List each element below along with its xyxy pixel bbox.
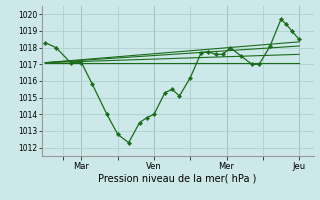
X-axis label: Pression niveau de la mer( hPa ): Pression niveau de la mer( hPa ) (99, 173, 257, 183)
